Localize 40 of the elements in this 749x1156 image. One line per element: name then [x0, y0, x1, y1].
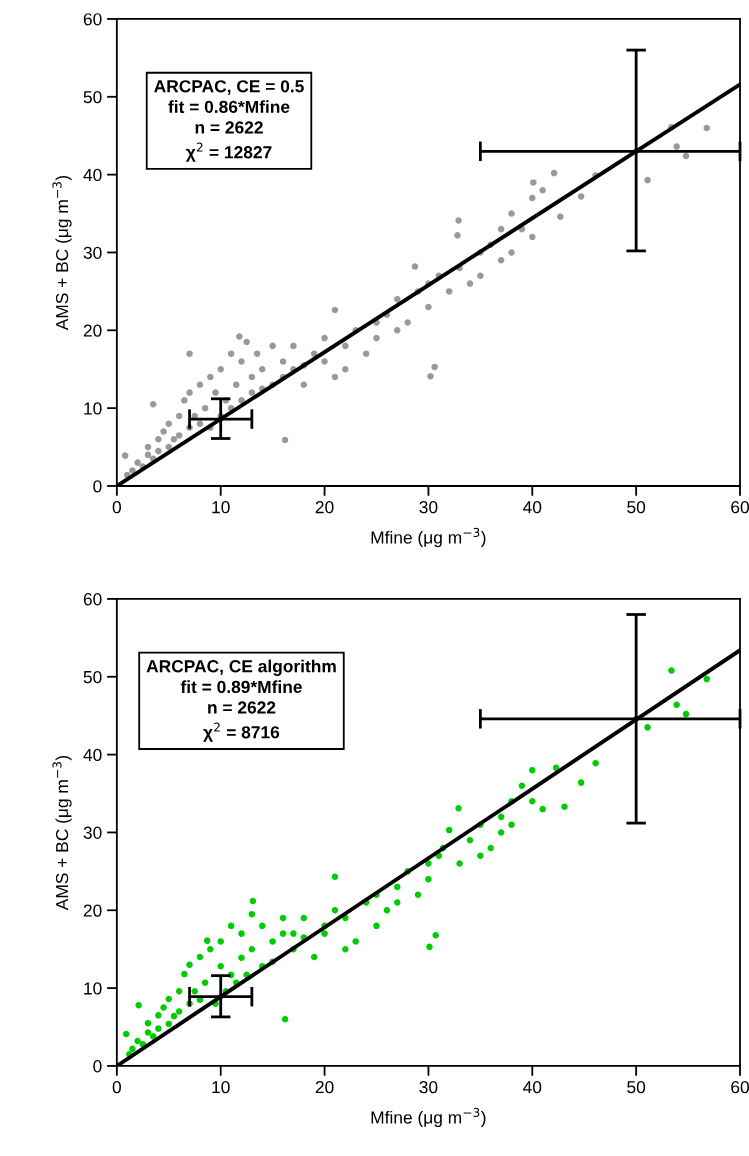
annotation: χ$^{2}$ = 8716: [203, 722, 280, 742]
y-tick-label: 10: [84, 982, 102, 995]
x-tick-label: 40: [523, 1080, 542, 1094]
y-tick-label: 60: [83, 593, 102, 606]
x-tick-label: 40: [523, 501, 542, 514]
x-tick-label: 10: [212, 1080, 230, 1094]
annotation: n = 2622: [195, 121, 263, 134]
x-tick-label: 20: [315, 501, 334, 514]
annotation: ARCPAC, CE algorithm: [146, 659, 336, 676]
y-tick-label: 20: [83, 324, 102, 337]
x-tick-label: 60: [731, 501, 749, 514]
x-tick-label: 20: [315, 1080, 334, 1094]
y-axis-title: AMS + BC (μg m$^{−3}$): [52, 755, 72, 911]
x-axis-title: Mfine (μg m$^{−3}$): [371, 527, 486, 548]
y-tick-label: 20: [83, 904, 102, 917]
y-tick-label: 50: [83, 670, 102, 684]
y-axis-title: AMS + BC (μg m$^{−3}$): [52, 175, 72, 331]
y-tick-label: 40: [83, 748, 102, 762]
y-tick-label: 10: [84, 402, 102, 415]
x-tick-label: 30: [419, 1080, 438, 1094]
x-tick-label: 0: [112, 1080, 121, 1094]
annotation: fit = 0.89*Mfine: [180, 680, 302, 694]
y-tick-label: 0: [93, 1060, 102, 1073]
x-tick-label: 10: [212, 501, 230, 514]
x-tick-label: 50: [627, 1080, 646, 1094]
y-tick-label: 60: [83, 13, 102, 26]
x-tick-label: 60: [731, 1080, 749, 1094]
annotation: fit = 0.86*Mfine: [168, 100, 290, 114]
x-tick-label: 50: [627, 501, 646, 514]
y-tick-label: 30: [83, 246, 102, 259]
x-tick-label: 0: [112, 501, 121, 514]
x-axis-title: Mfine (μg m$^{−3}$): [371, 1107, 486, 1128]
y-tick-label: 30: [83, 826, 102, 839]
annotation: n = 2622: [208, 701, 276, 714]
y-tick-label: 50: [83, 90, 102, 104]
y-tick-label: 0: [93, 480, 102, 493]
annotation: χ$^{2}$ = 12827: [185, 142, 272, 162]
x-tick-label: 30: [419, 501, 438, 514]
annotation: ARCPAC, CE = 0.5: [154, 80, 304, 95]
y-tick-label: 40: [83, 168, 102, 182]
